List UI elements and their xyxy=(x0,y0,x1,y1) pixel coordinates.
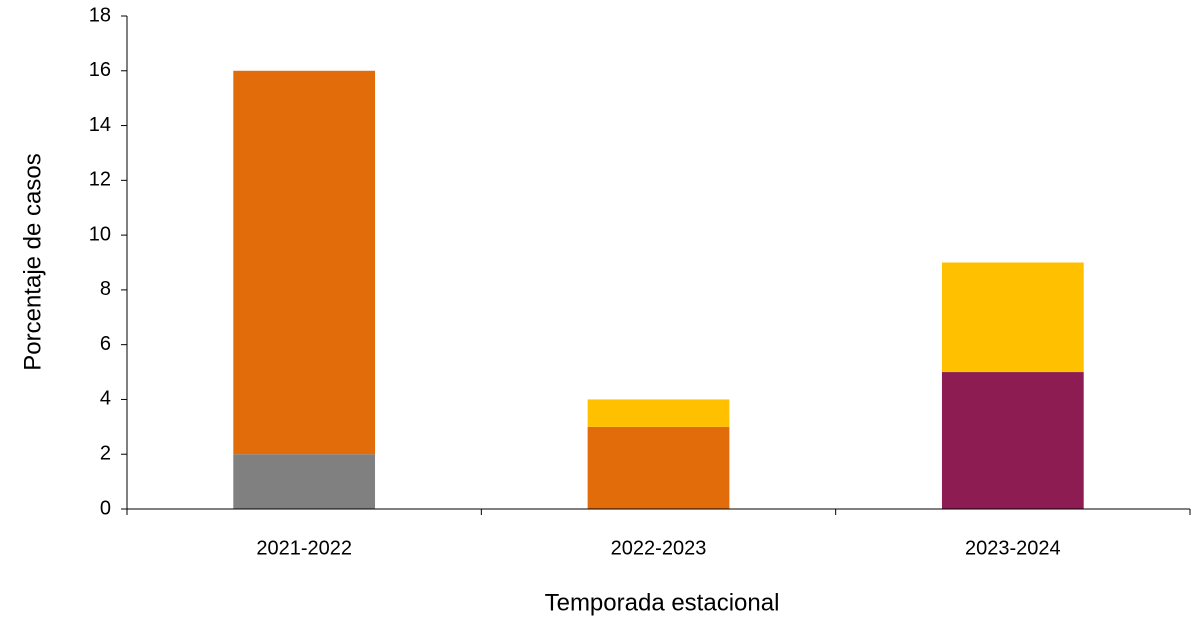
bar-segment xyxy=(941,262,1084,373)
x-tick-label: 2023-2024 xyxy=(965,537,1061,559)
y-axis-title: Porcentaje de casos xyxy=(19,153,46,370)
y-tick-label: 4 xyxy=(100,388,111,410)
y-tick-label: 2 xyxy=(100,443,111,465)
y-tick-label: 16 xyxy=(89,59,111,81)
x-axis-title: Temporada estacional xyxy=(545,589,780,616)
bar-segment xyxy=(587,426,730,509)
y-tick-label: 14 xyxy=(89,114,111,136)
x-tick-label: 2021-2022 xyxy=(256,537,352,559)
y-tick-label: 18 xyxy=(89,4,111,26)
bar-segment xyxy=(233,70,376,455)
y-tick-label: 0 xyxy=(100,497,111,519)
bar-segment xyxy=(587,399,730,427)
y-tick-label: 8 xyxy=(100,278,111,300)
x-tick-label: 2022-2023 xyxy=(611,537,707,559)
bar-segment xyxy=(233,454,376,509)
bar-segment xyxy=(941,372,1084,509)
y-tick-label: 12 xyxy=(89,169,111,191)
y-tick-label: 6 xyxy=(100,333,111,355)
y-tick-label: 10 xyxy=(89,223,111,245)
